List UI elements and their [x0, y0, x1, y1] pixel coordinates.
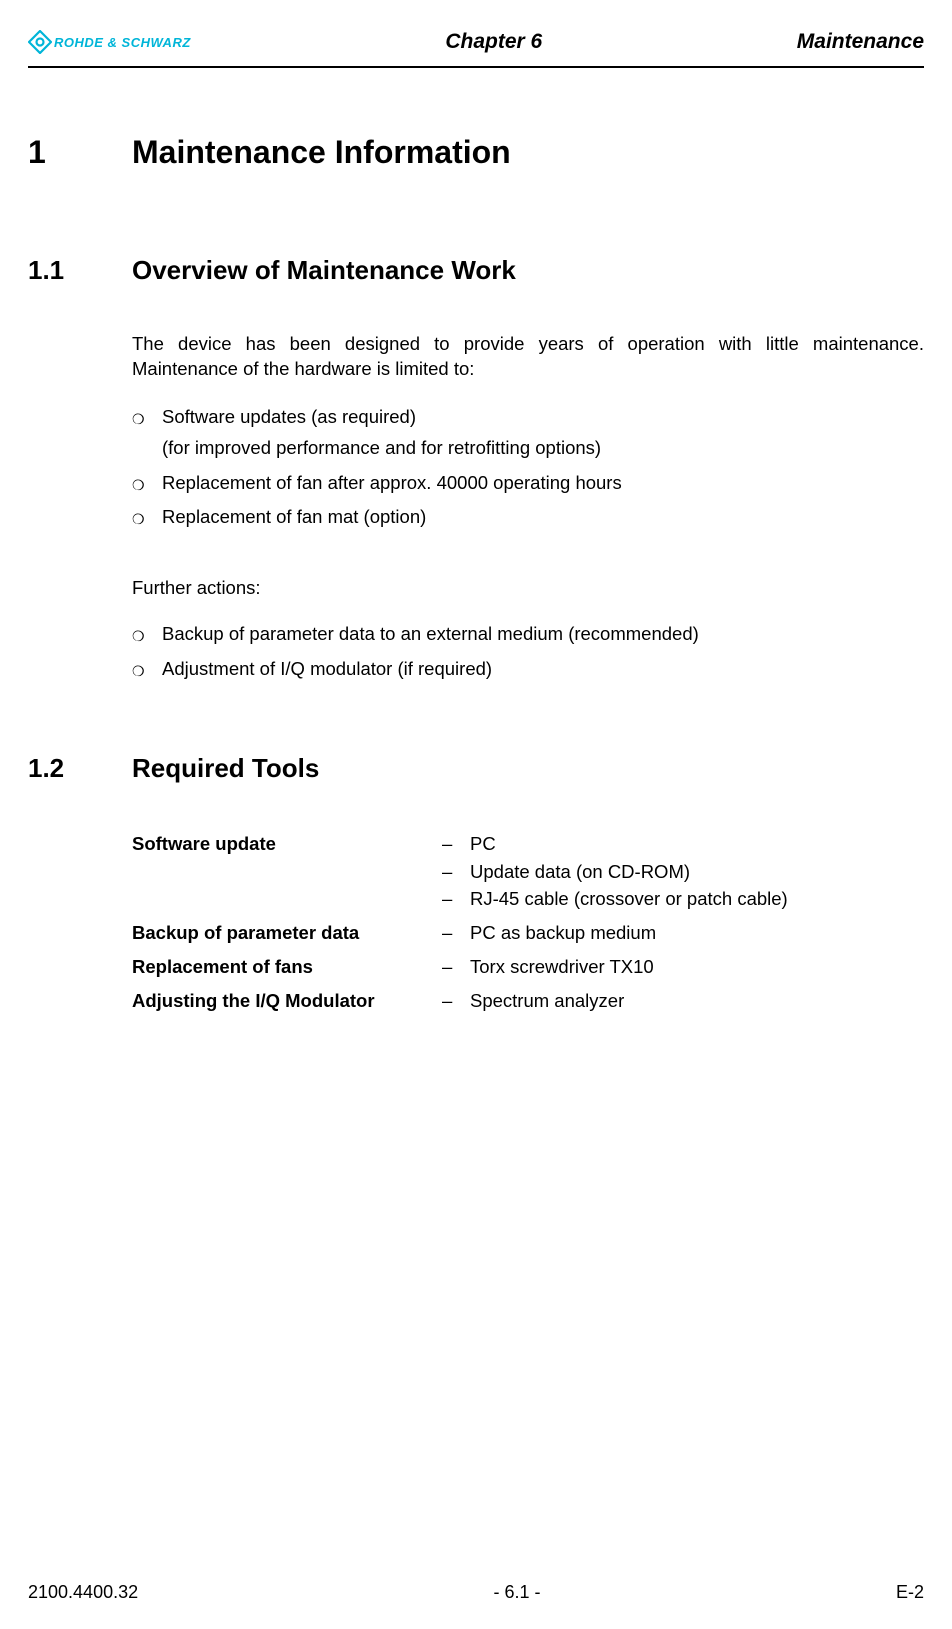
tool-label: Replacement of fans — [132, 953, 442, 981]
heading-1-2: 1.2 Required Tools — [28, 753, 924, 784]
dash-icon: – — [442, 885, 456, 913]
page-footer: 2100.4400.32 - 6.1 - E-2 — [28, 1582, 924, 1603]
brand-logo: ROHDE & SCHWARZ — [28, 30, 191, 54]
intro-paragraph: The device has been designed to provide … — [132, 332, 924, 382]
list-item-text: Replacement of fan after approx. 40000 o… — [162, 470, 622, 497]
list-item-text: Adjustment of I/Q modulator (if required… — [162, 656, 492, 683]
ring-bullet-icon: ❍ — [132, 410, 150, 430]
tool-item-text: PC — [470, 830, 496, 858]
tool-item: – PC — [442, 830, 924, 858]
list-item: ❍ Software updates (as required) — [132, 404, 924, 431]
section-label: Maintenance — [797, 30, 924, 54]
tool-item-text: PC as backup medium — [470, 919, 656, 947]
list-item-text: Replacement of fan mat (option) — [162, 504, 426, 531]
footer-left: 2100.4400.32 — [28, 1582, 138, 1603]
heading-1-1-number: 1.1 — [28, 255, 92, 286]
tool-item-text: Torx screwdriver TX10 — [470, 953, 654, 981]
dash-icon: – — [442, 830, 456, 858]
dash-icon: – — [442, 987, 456, 1015]
table-row: Software update – PC – Update data (on C… — [132, 830, 924, 913]
footer-center: - 6.1 - — [494, 1582, 541, 1603]
diamond-icon — [28, 30, 52, 54]
tool-item: – RJ-45 cable (crossover or patch cable) — [442, 885, 924, 913]
list-item: ❍ Replacement of fan after approx. 40000… — [132, 470, 924, 497]
footer-right: E-2 — [896, 1582, 924, 1603]
table-row: Replacement of fans – Torx screwdriver T… — [132, 953, 924, 981]
ring-bullet-icon: ❍ — [132, 662, 150, 682]
heading-1-2-title: Required Tools — [132, 753, 319, 784]
tool-item: – Update data (on CD-ROM) — [442, 858, 924, 886]
list-item: ❍ Replacement of fan mat (option) — [132, 504, 924, 531]
page-header: ROHDE & SCHWARZ Chapter 6 Maintenance — [28, 24, 924, 60]
brand-text: ROHDE & SCHWARZ — [54, 35, 191, 50]
list-item: ❍ Adjustment of I/Q modulator (if requir… — [132, 656, 924, 683]
tool-item-text: Update data (on CD-ROM) — [470, 858, 690, 886]
tool-label: Software update — [132, 830, 442, 858]
heading-1-1-title: Overview of Maintenance Work — [132, 255, 516, 286]
ring-bullet-icon: ❍ — [132, 510, 150, 530]
heading-1-title: Maintenance Information — [132, 134, 511, 171]
dash-icon: – — [442, 953, 456, 981]
tool-item: – PC as backup medium — [442, 919, 924, 947]
tool-item-text: RJ-45 cable (crossover or patch cable) — [470, 885, 788, 913]
ring-bullet-icon: ❍ — [132, 476, 150, 496]
dash-icon: – — [442, 919, 456, 947]
tool-label: Backup of parameter data — [132, 919, 442, 947]
ring-bullet-icon: ❍ — [132, 627, 150, 647]
further-actions-list: ❍ Backup of parameter data to an externa… — [132, 621, 924, 683]
tool-label: Adjusting the I/Q Modulator — [132, 987, 442, 1015]
heading-1-2-number: 1.2 — [28, 753, 92, 784]
heading-1-number: 1 — [28, 134, 84, 171]
list-item-sub: (for improved performance and for retrof… — [162, 435, 924, 462]
table-row: Adjusting the I/Q Modulator – Spectrum a… — [132, 987, 924, 1015]
header-rule — [28, 66, 924, 68]
tool-item: – Torx screwdriver TX10 — [442, 953, 924, 981]
heading-1: 1 Maintenance Information — [28, 134, 924, 171]
chapter-label: Chapter 6 — [445, 30, 542, 54]
table-row: Backup of parameter data – PC as backup … — [132, 919, 924, 947]
list-item-text: Software updates (as required) — [162, 404, 416, 431]
heading-1-1: 1.1 Overview of Maintenance Work — [28, 255, 924, 286]
tool-item-text: Spectrum analyzer — [470, 987, 624, 1015]
required-tools-table: Software update – PC – Update data (on C… — [132, 830, 924, 1015]
tool-item: – Spectrum analyzer — [442, 987, 924, 1015]
list-item: ❍ Backup of parameter data to an externa… — [132, 621, 924, 648]
dash-icon: – — [442, 858, 456, 886]
further-actions-label: Further actions: — [132, 577, 924, 599]
maintenance-list: ❍ Software updates (as required) (for im… — [132, 404, 924, 531]
list-item-text: Backup of parameter data to an external … — [162, 621, 699, 648]
